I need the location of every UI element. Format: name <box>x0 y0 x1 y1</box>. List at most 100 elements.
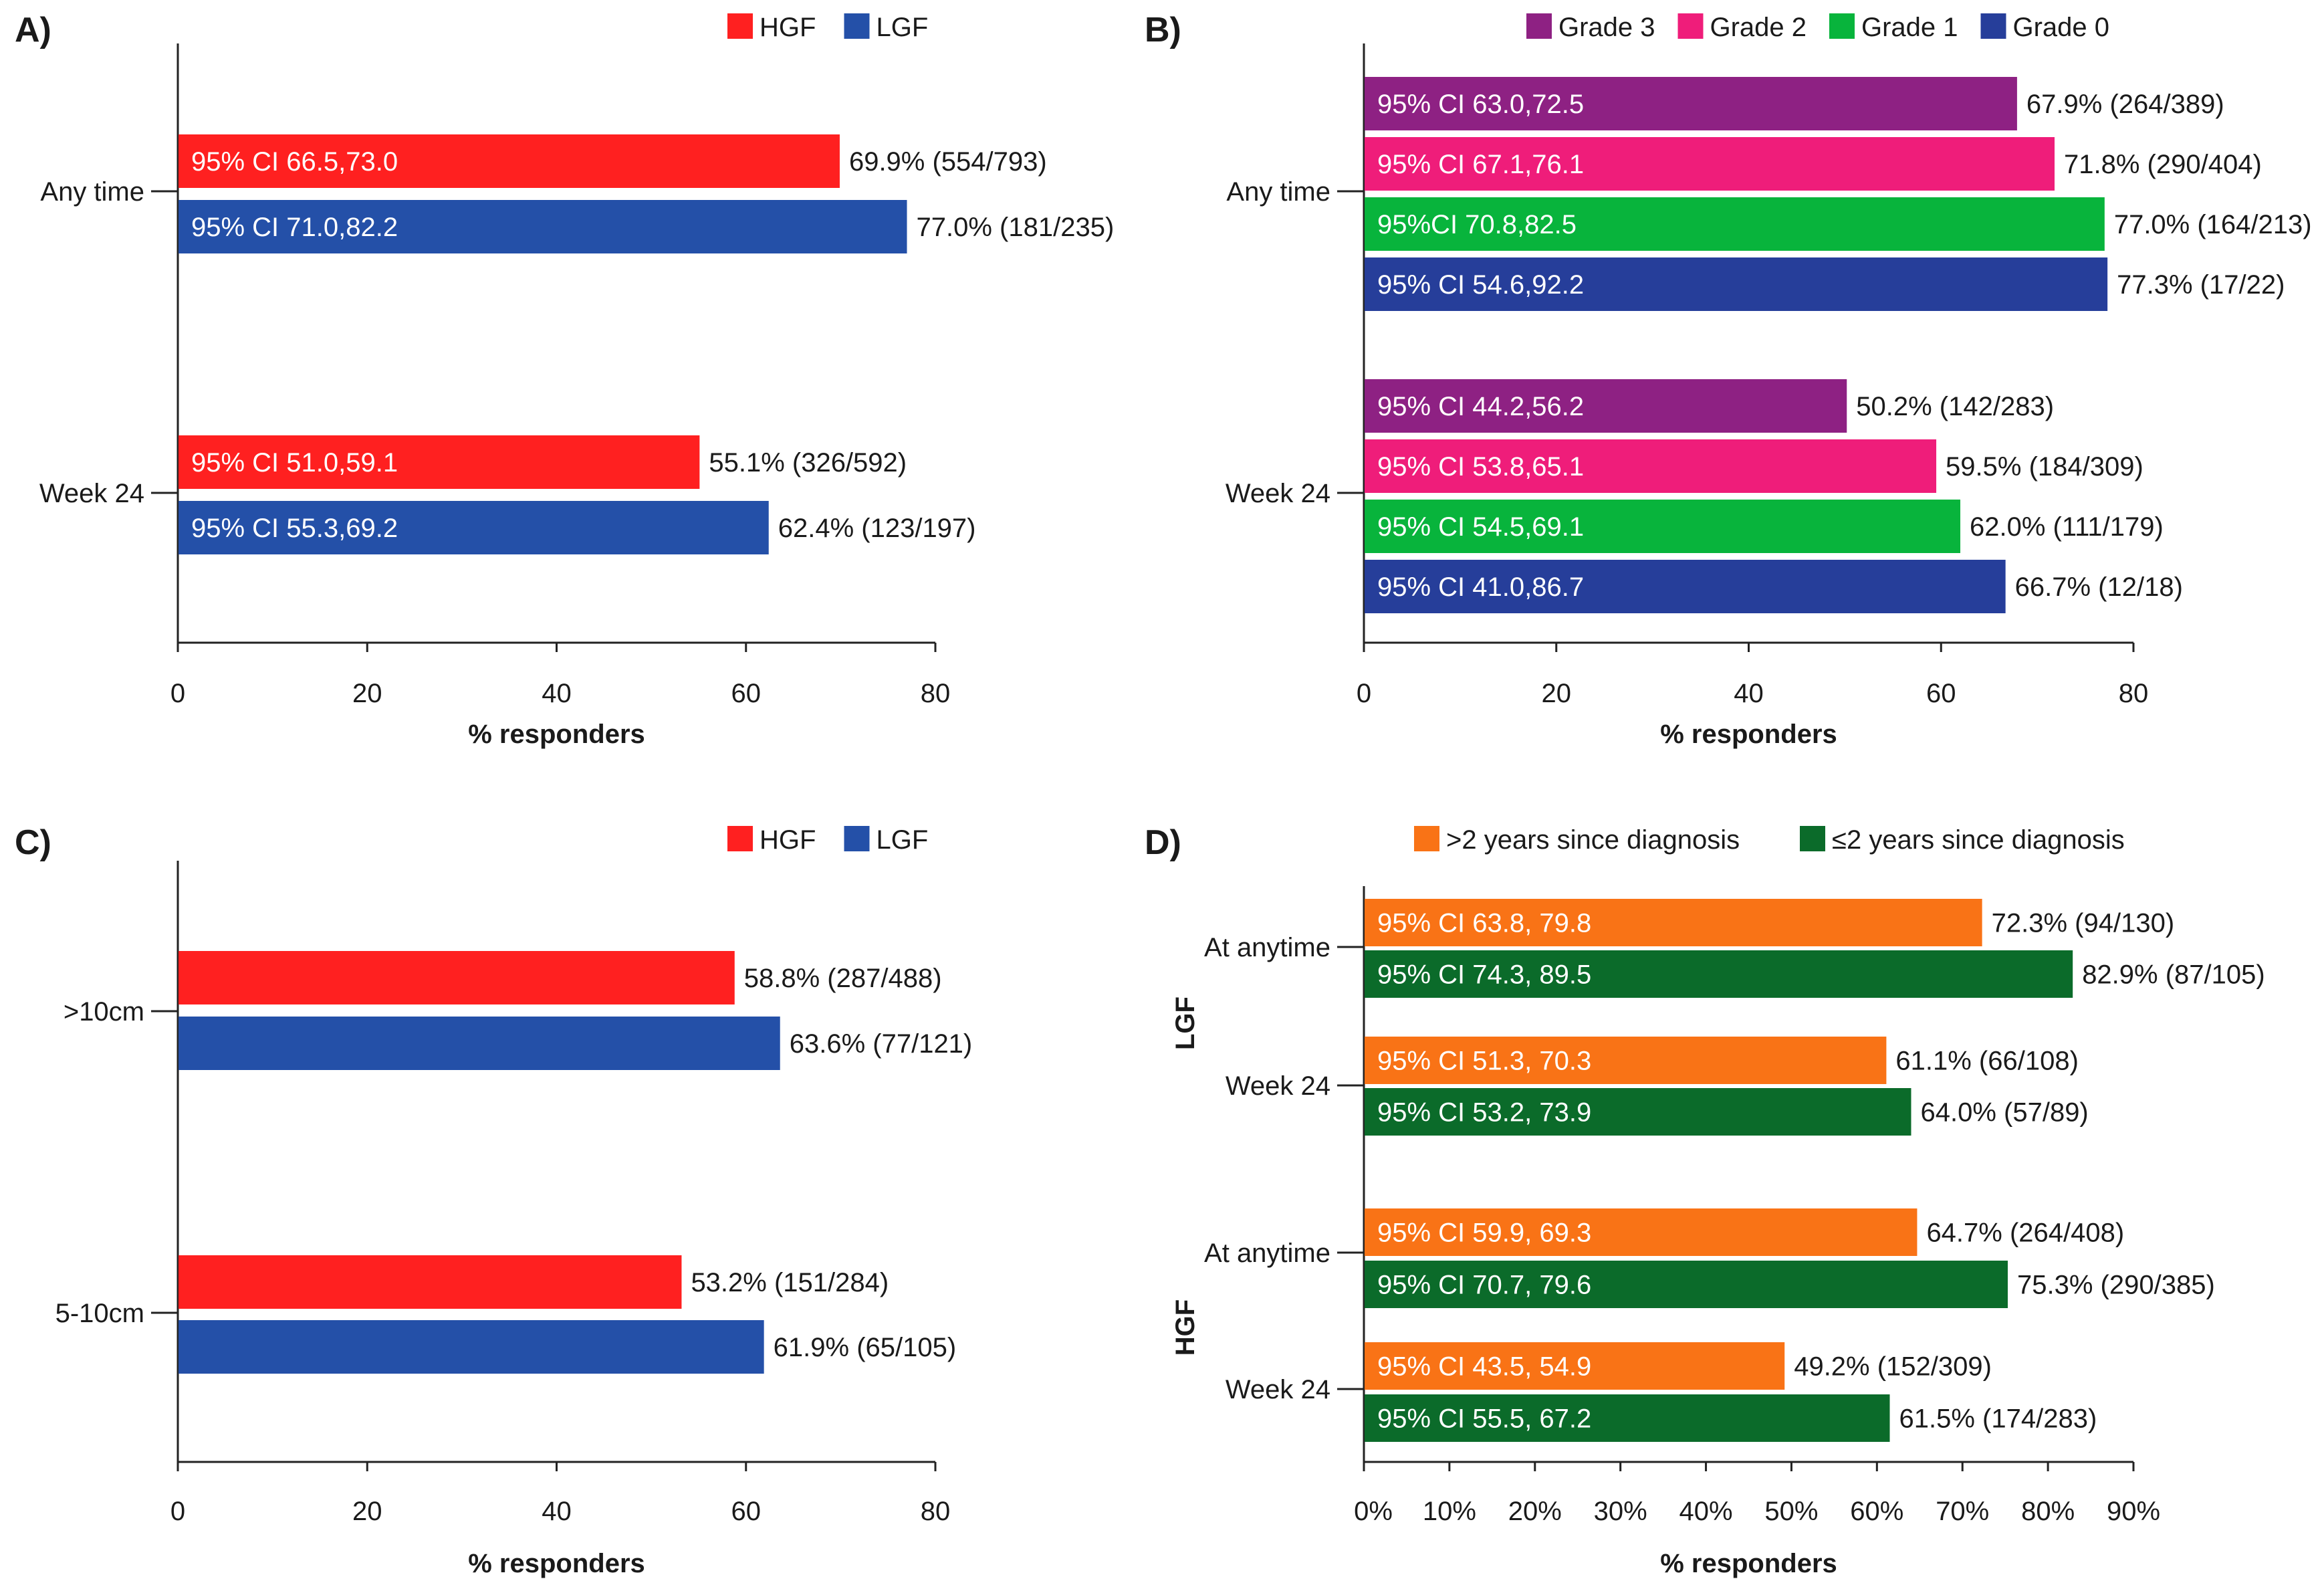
bar-ci-label: 95% CI 41.0,86.7 <box>1377 572 1584 602</box>
category-label: Week 24 <box>1226 1071 1330 1101</box>
category-label: At anytime <box>1204 1239 1330 1268</box>
bar-value-label: 61.5% (174/283) <box>1899 1404 2097 1434</box>
bar-value-label: 77.0% (181/235) <box>917 213 1115 242</box>
panel-letter: B) <box>1145 11 1181 49</box>
x-tick-label: 40 <box>1734 679 1764 708</box>
bar-ci-label: 95% CI 63.0,72.5 <box>1377 90 1584 119</box>
bar-ci-label: 95% CI 59.9, 69.3 <box>1377 1218 1591 1248</box>
bar-value-label: 61.1% (66/108) <box>1895 1047 2079 1076</box>
legend-label-2-years-since-diagnosis: >2 years since diagnosis <box>1446 825 1740 855</box>
legend-label-2-years-since-diagnosis: ≤2 years since diagnosis <box>1832 825 2125 855</box>
x-tick-label: 30% <box>1594 1497 1647 1526</box>
bar-value-label: 77.3% (17/22) <box>2117 270 2285 300</box>
legend-label-lgf: LGF <box>877 13 929 42</box>
bar-value-label: 64.7% (264/408) <box>1926 1218 2124 1248</box>
legend-label-lgf: LGF <box>877 825 929 855</box>
bar-value-label: 82.9% (87/105) <box>2082 960 2265 990</box>
bar-ci-label: 95% CI 51.3, 70.3 <box>1377 1047 1591 1076</box>
bar-ci-label: 95% CI 53.8,65.1 <box>1377 452 1584 482</box>
x-axis-title: % responders <box>468 1549 645 1578</box>
panel-letter: D) <box>1145 823 1181 862</box>
bar-ci-label: 95% CI 55.5, 67.2 <box>1377 1404 1591 1434</box>
x-tick-label: 0 <box>1357 679 1371 708</box>
bar-lgf <box>179 501 769 554</box>
x-tick-label: 50% <box>1764 1497 1818 1526</box>
group-label-hgf: HGF <box>1171 1299 1200 1356</box>
bar-grade-3 <box>1365 379 1847 433</box>
x-tick-label: 60 <box>731 1497 762 1526</box>
bar-ci-label: 95%CI 70.8,82.5 <box>1377 210 1577 239</box>
category-label: 5-10cm <box>55 1299 144 1328</box>
bar-grade-1 <box>1365 197 2105 251</box>
bar-value-label: 64.0% (57/89) <box>1920 1098 2088 1128</box>
x-tick-label: 90% <box>2107 1497 2160 1526</box>
bar-ci-label: 95% CI 67.1,76.1 <box>1377 150 1584 179</box>
legend-swatch-lgf <box>844 13 870 39</box>
bar-grade-2 <box>1365 137 2055 191</box>
bar-value-label: 61.9% (65/105) <box>774 1333 957 1362</box>
x-axis-title: % responders <box>468 720 645 749</box>
x-tick-label: 0 <box>170 1497 185 1526</box>
legend-swatch-grade-0 <box>1980 13 2006 39</box>
x-tick-label: 60% <box>1850 1497 1903 1526</box>
bar-ci-label: 95% CI 71.0,82.2 <box>191 213 398 242</box>
bar-2-years-since-diagnosis <box>1365 1261 2008 1308</box>
legend-label-grade-2: Grade 2 <box>1710 13 1807 42</box>
bar-hgf <box>179 1255 682 1309</box>
bar-value-label: 62.4% (123/197) <box>778 514 976 543</box>
x-tick-label: 70% <box>1936 1497 1989 1526</box>
panel-b: B) Grade 3 Grade 2 Grade 1 Grade 0 0 20 40 60 80%… <box>1145 11 2312 749</box>
panel-a: A) HGF LGF 0 20 40 60 80 % responders Any time 95%… <box>15 11 1114 749</box>
legend-swatch-grade-2 <box>1677 13 1704 39</box>
bar-ci-label: 95% CI 74.3, 89.5 <box>1377 960 1591 990</box>
category-label: Week 24 <box>1226 1375 1330 1404</box>
x-tick-label: 0% <box>1354 1497 1393 1526</box>
panel-letter: A) <box>15 11 51 49</box>
category-label: Week 24 <box>39 479 144 508</box>
x-tick-label: 60 <box>731 679 762 708</box>
bar-ci-label: 95% CI 54.6,92.2 <box>1377 270 1584 300</box>
x-tick-label: 20 <box>352 679 382 708</box>
x-tick-label: 40 <box>542 679 572 708</box>
legend-label-hgf: HGF <box>760 13 816 42</box>
x-tick-label: 80% <box>2021 1497 2075 1526</box>
x-tick-label: 20 <box>1542 679 1572 708</box>
bar-value-label: 55.1% (326/592) <box>709 448 907 478</box>
bar-grade-0 <box>1365 560 2006 613</box>
bar-ci-label: 95% CI 51.0,59.1 <box>191 448 398 478</box>
bar-ci-label: 95% CI 66.5,73.0 <box>191 147 398 177</box>
x-tick-label: 40 <box>542 1497 572 1526</box>
bar-value-label: 53.2% (151/284) <box>691 1268 889 1297</box>
bar-value-label: 67.9% (264/389) <box>2026 90 2224 119</box>
x-tick-label: 80 <box>921 679 951 708</box>
bar-lgf <box>179 1320 764 1374</box>
bar-value-label: 75.3% (290/385) <box>2017 1271 2215 1300</box>
bar-value-label: 66.7% (12/18) <box>2015 572 2183 602</box>
bar-grade-2 <box>1365 439 1937 493</box>
legend-label-grade-3: Grade 3 <box>1558 13 1655 42</box>
bar-value-label: 72.3% (94/130) <box>1992 909 2175 938</box>
bar-hgf <box>179 134 840 188</box>
bar-ci-label: 95% CI 54.5,69.1 <box>1377 512 1584 542</box>
bar-value-label: 58.8% (287/488) <box>744 964 942 993</box>
bar-value-label: 77.0% (164/213) <box>2114 210 2312 239</box>
legend-swatch-lgf <box>844 826 870 851</box>
category-label: Any time <box>1226 177 1330 207</box>
x-axis-title: % responders <box>1660 1549 1837 1578</box>
bar-2-years-since-diagnosis <box>1365 1088 1911 1136</box>
bar-value-label: 71.8% (290/404) <box>2064 150 2262 179</box>
x-tick-label: 20% <box>1508 1497 1562 1526</box>
bar-2-years-since-diagnosis <box>1365 1208 1918 1256</box>
category-label: Any time <box>40 177 144 207</box>
legend-swatch-hgf <box>727 13 753 39</box>
bar-value-label: 59.5% (184/309) <box>1946 452 2143 482</box>
x-axis-title: % responders <box>1660 720 1837 749</box>
bar-value-label: 49.2% (152/309) <box>1794 1352 1992 1382</box>
bar-grade-0 <box>1365 257 2108 311</box>
bar-lgf <box>179 1017 780 1070</box>
category-label: At anytime <box>1204 933 1330 962</box>
bar-ci-label: 95% CI 44.2,56.2 <box>1377 392 1584 421</box>
legend-label-grade-1: Grade 1 <box>1861 13 1958 42</box>
legend-swatch-2-years-since-diagnosis <box>1800 826 1825 851</box>
